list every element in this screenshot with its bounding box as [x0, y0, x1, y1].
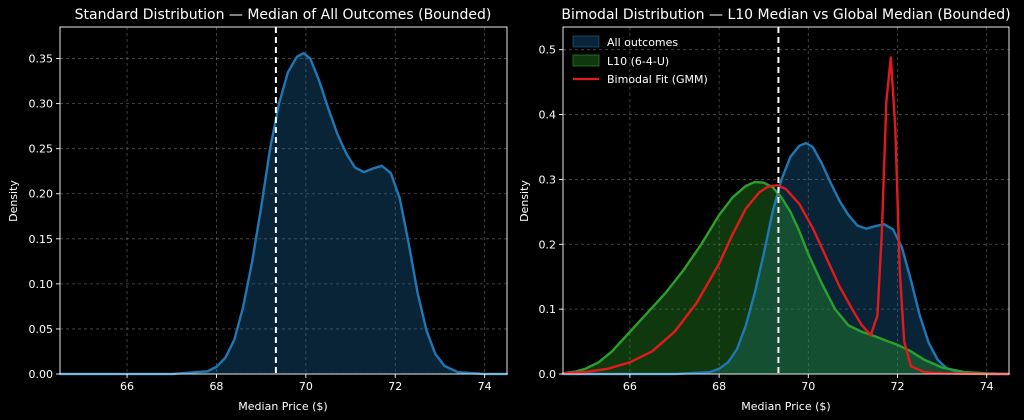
y-tick-label: 0.10	[29, 278, 54, 291]
y-tick-label: 0.4	[539, 109, 557, 122]
y-tick-label: 0.1	[539, 303, 557, 316]
y-tick-label: 0.15	[29, 233, 54, 246]
plot-frame	[562, 26, 1010, 375]
x-tick-label: 74	[980, 380, 994, 393]
legend-swatch-all-outcomes	[572, 35, 600, 48]
y-tick-label: 0.30	[29, 98, 54, 111]
series-fill-l10-6-4-u	[563, 182, 1009, 374]
y-tick-label: 0.20	[29, 188, 54, 201]
chart-title: Standard Distribution — Median of All Ou…	[75, 7, 492, 23]
plot-frame	[59, 26, 508, 375]
legend: All outcomes L10 (6-4-U) Bimodal Fit (GM…	[572, 35, 708, 86]
y-tick-label: 0.35	[29, 53, 54, 66]
x-axis-label: Median Price ($)	[741, 400, 830, 413]
y-tick-label: 0.00	[29, 368, 54, 381]
x-tick-label: 74	[478, 380, 492, 393]
x-tick-label: 70	[299, 380, 313, 393]
series-line-all-outcomes	[561, 141, 1011, 376]
x-tick-label: 66	[623, 380, 637, 393]
bimodal-distribution-chart: Bimodal Distribution — L10 Median vs Glo…	[518, 7, 1011, 413]
standard-distribution-chart: Standard Distribution — Median of All Ou…	[7, 7, 509, 413]
series-line-all-outcomes	[58, 51, 509, 376]
y-axis-label: Density	[518, 180, 531, 222]
x-tick-label: 68	[712, 380, 726, 393]
y-tick-label: 0.25	[29, 143, 54, 156]
legend-label-all-outcomes: All outcomes	[607, 36, 678, 49]
y-tick-label: 0.5	[539, 44, 557, 57]
series-fill-all-outcomes	[60, 53, 507, 374]
y-tick-label: 0.2	[539, 238, 557, 251]
series-fill-all-outcomes	[563, 143, 1009, 374]
x-tick-label: 72	[388, 380, 402, 393]
legend-label-l10: L10 (6-4-U)	[607, 55, 669, 68]
legend-label-bimodal-fit: Bimodal Fit (GMM)	[607, 73, 708, 86]
x-tick-label: 66	[120, 380, 134, 393]
y-tick-label: 0.05	[29, 323, 54, 336]
y-tick-label: 0.3	[539, 173, 557, 186]
x-tick-label: 72	[891, 380, 905, 393]
chart-title: Bimodal Distribution — L10 Median vs Glo…	[561, 7, 1010, 23]
x-tick-label: 70	[801, 380, 815, 393]
y-axis-label: Density	[7, 180, 20, 222]
x-tick-label: 68	[209, 380, 223, 393]
y-tick-label: 0.0	[539, 368, 557, 381]
series-line-bimodal-fit-gmm	[561, 56, 1011, 376]
legend-swatch-l10	[572, 54, 600, 67]
x-axis-label: Median Price ($)	[238, 400, 327, 413]
